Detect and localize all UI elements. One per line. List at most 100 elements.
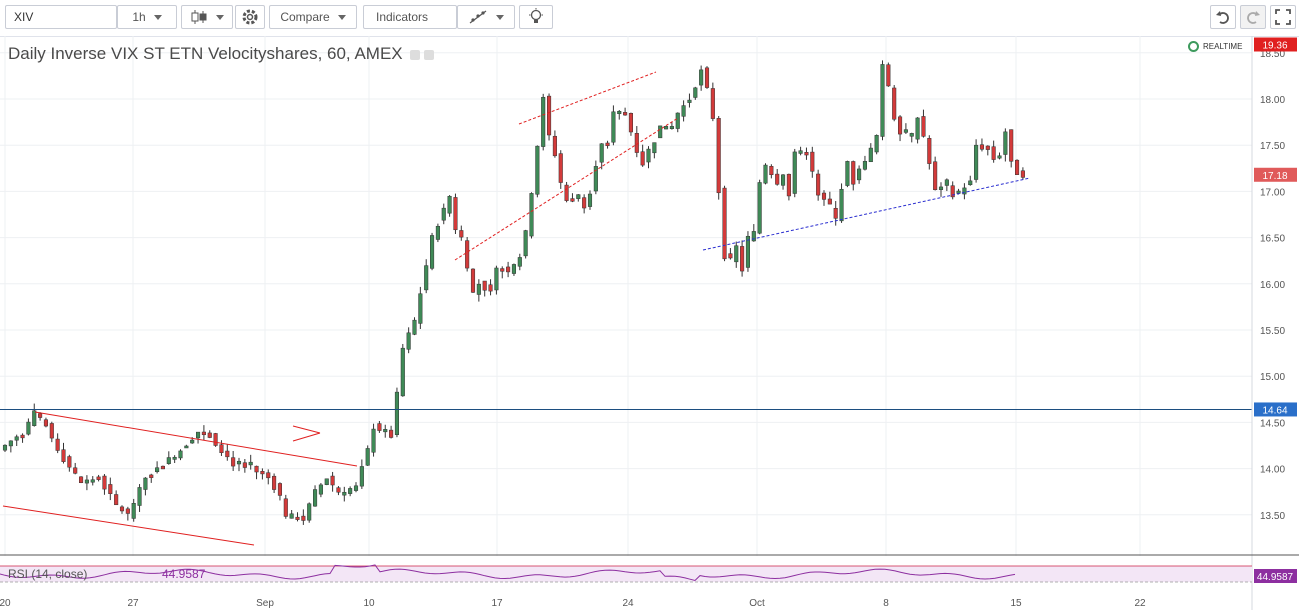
candle-down bbox=[330, 475, 335, 486]
candle-up bbox=[90, 479, 95, 483]
time-axis: 20 27 Sep 10 17 24 Oct 8 15 22 bbox=[0, 598, 1146, 609]
candle-up bbox=[143, 477, 148, 490]
candlestick-series bbox=[2, 60, 1025, 525]
rising-wedge-upper bbox=[518, 71, 657, 125]
candle-up bbox=[8, 440, 13, 447]
candle-up bbox=[447, 195, 452, 214]
symbol-search-input[interactable]: XIV bbox=[5, 5, 117, 29]
candle-up bbox=[909, 133, 914, 137]
candle-down bbox=[979, 144, 985, 150]
price-tick-label: 15.00 bbox=[1260, 372, 1285, 383]
candle-down bbox=[96, 476, 101, 480]
descending-channel-upper bbox=[34, 411, 358, 467]
chevron-down-icon bbox=[153, 14, 162, 20]
candle-down bbox=[49, 423, 54, 439]
candle-up bbox=[412, 319, 417, 335]
candle-down bbox=[482, 280, 487, 291]
candle-up bbox=[903, 129, 908, 133]
candle-up bbox=[418, 293, 423, 324]
candle-down bbox=[552, 135, 557, 157]
candle-down bbox=[564, 184, 569, 201]
candle-down bbox=[231, 457, 236, 467]
eye-icon[interactable] bbox=[410, 49, 421, 60]
indicators-button[interactable]: Indicators bbox=[363, 5, 457, 29]
chart-style-dropdown[interactable] bbox=[181, 5, 233, 29]
price-tick-label: 18.00 bbox=[1260, 95, 1285, 106]
candle-down bbox=[149, 474, 154, 478]
candle-down bbox=[933, 161, 938, 191]
candle-down bbox=[125, 508, 130, 514]
candle-down bbox=[254, 465, 259, 473]
candle-up bbox=[664, 126, 669, 130]
candle-up bbox=[681, 105, 686, 117]
pennant-lower bbox=[292, 432, 321, 442]
settings-button[interactable] bbox=[235, 5, 265, 29]
candle-down bbox=[201, 431, 206, 436]
realtime-icon bbox=[1188, 41, 1199, 52]
undo-button[interactable] bbox=[1210, 5, 1236, 29]
chart-drawings bbox=[0, 71, 1252, 546]
candle-up bbox=[974, 144, 979, 180]
candle-down bbox=[207, 432, 212, 438]
chevron-down-icon bbox=[216, 14, 224, 20]
candle-down bbox=[160, 465, 165, 470]
candle-up bbox=[687, 99, 692, 103]
descending-channel-lower bbox=[2, 505, 255, 546]
candle-up bbox=[944, 179, 949, 186]
time-tick-label: 8 bbox=[883, 598, 889, 609]
rising-wedge-lower bbox=[454, 117, 679, 261]
high-price-badge: 19.36 bbox=[1254, 37, 1297, 52]
last-price-badge-text: 17.18 bbox=[1262, 171, 1287, 182]
candle-up bbox=[658, 125, 663, 139]
candle-down bbox=[991, 146, 996, 160]
candle-up bbox=[14, 436, 19, 441]
price-chart[interactable]: 18.50 18.00 17.50 17.00 16.50 16.00 15.50 15.00… bbox=[0, 36, 1299, 610]
candle-up bbox=[997, 155, 1002, 159]
candle-up bbox=[880, 64, 885, 137]
candle-up bbox=[184, 445, 189, 449]
candle-down bbox=[453, 197, 458, 231]
time-tick-label: 22 bbox=[1134, 598, 1146, 609]
candle-down bbox=[79, 476, 84, 483]
candle-up bbox=[26, 421, 31, 435]
interval-dropdown[interactable]: 1h bbox=[117, 5, 177, 29]
candle-up bbox=[751, 231, 756, 242]
compare-button[interactable]: Compare bbox=[269, 5, 357, 29]
settings-mini-icon[interactable] bbox=[424, 49, 435, 60]
candle-up bbox=[915, 117, 920, 140]
candle-down bbox=[73, 467, 78, 474]
candle-up bbox=[383, 429, 388, 433]
candle-up bbox=[599, 143, 604, 163]
candle-up bbox=[781, 174, 786, 186]
toolbar: XIV 1h Compare Indicators bbox=[0, 0, 1299, 37]
candle-up bbox=[529, 193, 534, 237]
candle-down bbox=[921, 116, 926, 137]
candle-down bbox=[506, 266, 511, 273]
candle-down bbox=[283, 498, 288, 517]
candle-down bbox=[558, 153, 563, 183]
fullscreen-button[interactable] bbox=[1270, 5, 1296, 29]
candle-down bbox=[213, 433, 218, 446]
rsi-label: RSI (14, close) bbox=[8, 567, 87, 581]
candle-up bbox=[968, 180, 973, 186]
time-tick-label: Sep bbox=[256, 598, 274, 609]
redo-button[interactable] bbox=[1240, 5, 1266, 29]
candle-down bbox=[242, 462, 247, 468]
candle-down bbox=[295, 516, 300, 520]
chart-title: Daily Inverse VIX ST ETN Velocityshares,… bbox=[8, 44, 439, 64]
candle-down bbox=[219, 444, 224, 453]
alert-button[interactable] bbox=[519, 5, 553, 29]
candle-down bbox=[582, 197, 587, 209]
candle-down bbox=[260, 471, 265, 475]
drawing-tools-dropdown[interactable] bbox=[457, 5, 515, 29]
candle-up bbox=[400, 347, 405, 397]
candle-up bbox=[845, 161, 850, 186]
support-trendline bbox=[702, 177, 1031, 251]
candle-down bbox=[470, 268, 476, 293]
candle-up bbox=[353, 485, 359, 491]
candle-down bbox=[225, 450, 230, 458]
candle-up bbox=[32, 410, 37, 426]
candle-down bbox=[827, 198, 832, 205]
candle-down bbox=[102, 475, 107, 490]
legend-buttons[interactable] bbox=[409, 49, 439, 61]
